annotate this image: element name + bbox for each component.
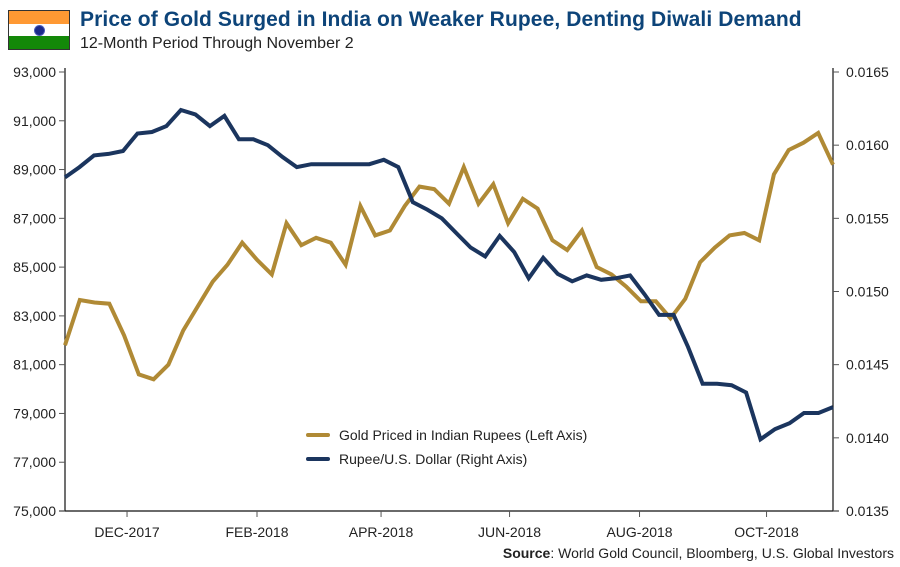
right-tick-label: 0.0145 (846, 357, 889, 373)
left-tick-label: 87,000 (13, 210, 56, 226)
right-tick-label: 0.0165 (846, 64, 889, 80)
left-tick-label: 75,000 (13, 503, 56, 519)
legend-label-gold: Gold Priced in Indian Rupees (Left Axis) (339, 427, 588, 443)
legend-item-gold: Gold Priced in Indian Rupees (Left Axis) (306, 423, 587, 447)
legend-item-rupee: Rupee/U.S. Dollar (Right Axis) (306, 447, 587, 471)
series-line-gold (63, 130, 835, 382)
left-tick-label: 89,000 (13, 162, 56, 178)
ashoka-chakra-icon (34, 25, 44, 35)
india-flag-icon (8, 10, 70, 50)
x-tick-label: AUG-2018 (606, 524, 672, 540)
left-tick-label: 79,000 (13, 405, 56, 421)
left-tick-label: 77,000 (13, 454, 56, 470)
x-tick-label: JUN-2018 (478, 524, 541, 540)
left-tick-label: 83,000 (13, 308, 56, 324)
x-tick-label: FEB-2018 (225, 524, 288, 540)
right-tick-label: 0.0155 (846, 210, 889, 226)
x-tick-label: OCT-2018 (734, 524, 799, 540)
source-note: Source: World Gold Council, Bloomberg, U… (503, 545, 894, 561)
legend-swatch-gold (306, 433, 330, 437)
axes: 75,000 77,000 79,000 81,000 83,000 85,000 87,0… (13, 64, 889, 540)
source-label: Source (502, 545, 551, 561)
left-tick-label: 91,000 (13, 113, 56, 129)
flag-saffron-band (9, 11, 69, 24)
right-tick-label: 0.0140 (846, 430, 889, 446)
chart-subtitle: 12-Month Period Through November 2 (80, 35, 354, 52)
left-tick-label: 93,000 (13, 64, 56, 80)
legend-swatch-rupee (306, 457, 330, 461)
left-tick-label: 85,000 (13, 259, 56, 275)
right-tick-label: 0.0135 (846, 503, 889, 519)
legend-label-rupee: Rupee/U.S. Dollar (Right Axis) (339, 451, 528, 467)
x-tick-label: APR-2018 (349, 524, 414, 540)
right-tick-label: 0.0150 (846, 284, 889, 300)
legend: Gold Priced in Indian Rupees (Left Axis)… (306, 423, 587, 471)
source-text: : World Gold Council, Bloomberg, U.S. Gl… (550, 545, 894, 561)
left-tick-label: 81,000 (13, 357, 56, 373)
series-line-rupee (63, 107, 834, 443)
series-layer (63, 107, 835, 443)
right-tick-label: 0.0160 (846, 137, 889, 153)
x-tick-label: DEC-2017 (94, 524, 160, 540)
flag-green-band (9, 36, 69, 49)
chart-title: Price of Gold Surged in India on Weaker … (80, 8, 802, 31)
